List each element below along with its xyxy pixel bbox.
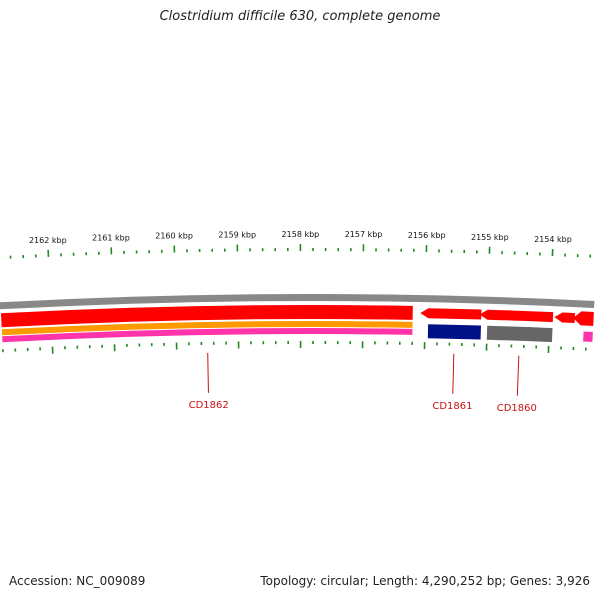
cds-next[interactable] bbox=[573, 311, 594, 326]
backbone-track[interactable] bbox=[0, 294, 595, 311]
kbp-label: 2157 kbp bbox=[345, 230, 383, 239]
cds-CD1861[interactable] bbox=[420, 308, 482, 320]
gene-label-CD1862[interactable]: CD1862 bbox=[189, 400, 229, 411]
genome-summary: Topology: circular; Length: 4,290,252 bp… bbox=[260, 574, 590, 588]
feature-CD1860[interactable] bbox=[486, 325, 553, 343]
gene-label-CD1860[interactable]: CD1860 bbox=[497, 403, 537, 414]
accession-text: Accession: NC_009089 bbox=[9, 574, 146, 588]
tick-marks-outer bbox=[9, 244, 592, 259]
tick-marks-inner bbox=[2, 341, 587, 354]
rna-CD1862[interactable] bbox=[2, 328, 413, 343]
cds-CD1862[interactable] bbox=[0, 305, 413, 328]
kbp-label: 2155 kbp bbox=[471, 233, 509, 242]
kbp-label: 2154 kbp bbox=[534, 235, 572, 244]
feature-CD1861[interactable] bbox=[427, 324, 481, 340]
map-title: Clostridium difficile 630, complete geno… bbox=[159, 9, 441, 24]
gene-leader-line bbox=[452, 353, 455, 394]
feature-tracks bbox=[0, 294, 595, 343]
kbp-label: 2159 kbp bbox=[218, 230, 256, 239]
kbp-labels: 2162 kbp 2161 kbp 2160 kbp 2159 kbp 2158 kbp… bbox=[29, 230, 572, 245]
cds-CD1860[interactable] bbox=[479, 309, 554, 323]
kbp-label: 2160 kbp bbox=[155, 232, 193, 241]
kbp-label: 2156 kbp bbox=[408, 231, 446, 240]
gene-CD1862[interactable] bbox=[1, 320, 413, 336]
kbp-label: 2158 kbp bbox=[282, 230, 320, 239]
gene-leader-line bbox=[516, 355, 520, 396]
gene-labels: CD1862 CD1861 CD1860 bbox=[189, 352, 537, 414]
kbp-label: 2162 kbp bbox=[29, 236, 67, 245]
rna-next[interactable] bbox=[583, 331, 593, 342]
gene-leader-line bbox=[207, 352, 209, 393]
kbp-label: 2161 kbp bbox=[92, 233, 130, 242]
cds-fragment[interactable] bbox=[554, 312, 576, 324]
gene-label-CD1861[interactable]: CD1861 bbox=[432, 401, 472, 412]
